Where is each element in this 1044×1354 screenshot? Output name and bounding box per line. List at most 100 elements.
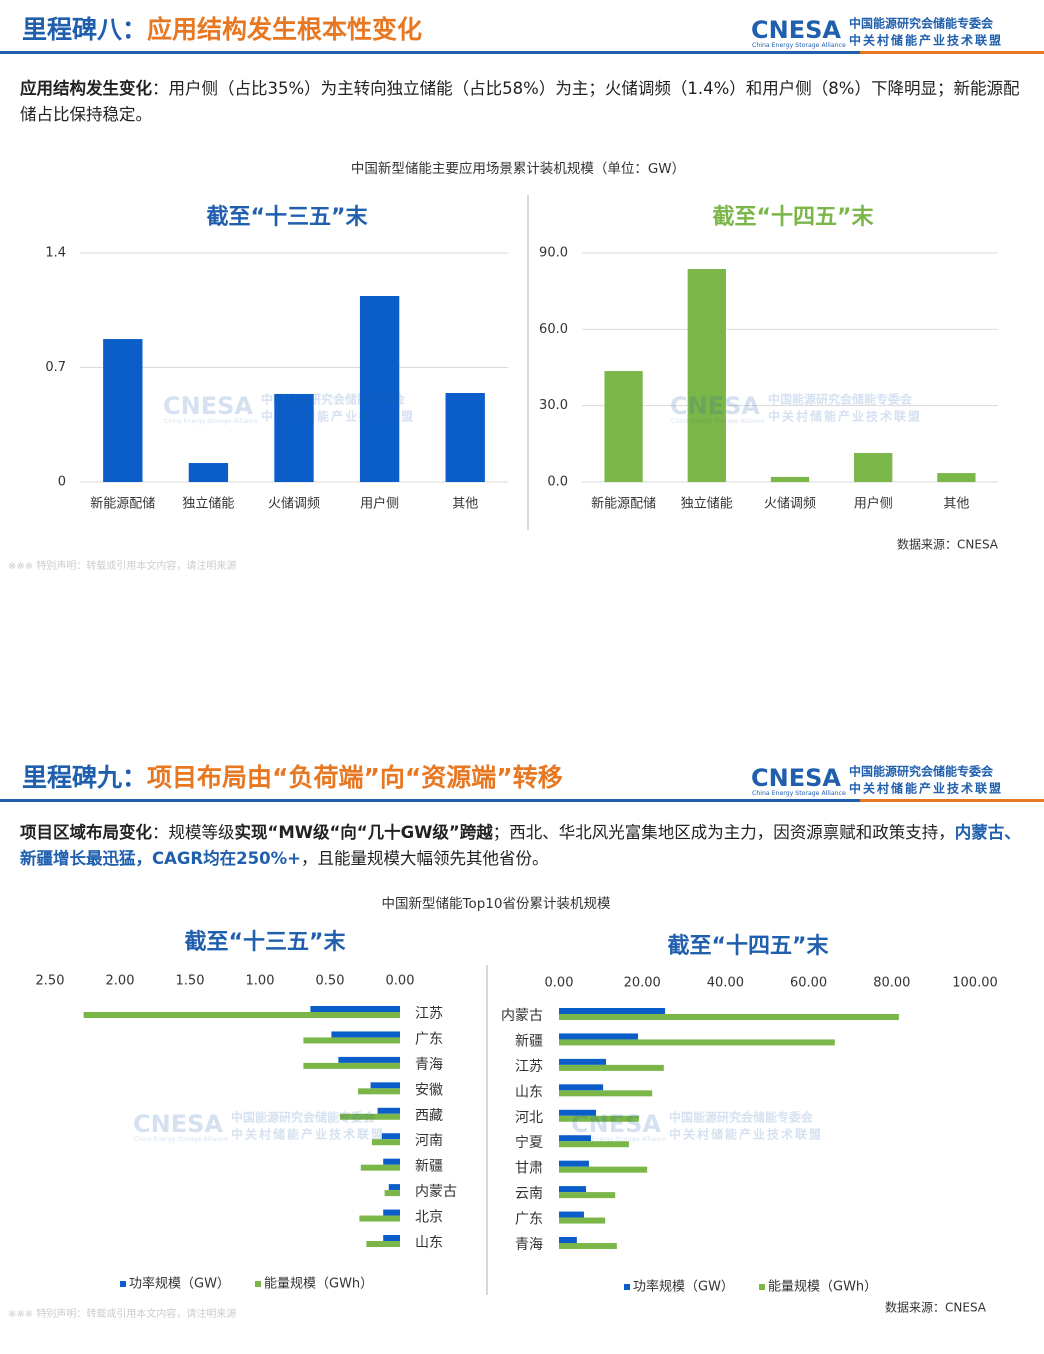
y-tick-label: 30.0 (539, 398, 568, 413)
bar (559, 1135, 592, 1142)
source-note: 数据来源：CNESA (885, 1300, 987, 1315)
x-tick-label: 其他 (452, 497, 478, 512)
bar (384, 1190, 400, 1197)
chart-caption: 中国新型储能Top10省份累计装机规模 (382, 896, 611, 912)
chart-title: 截至“十四五”末 (713, 205, 875, 230)
logo-english: China Energy Storage Alliance (134, 1136, 228, 1143)
x-tick-label: 独立储能 (681, 497, 733, 512)
y-tick-label: 0 (58, 475, 66, 490)
legend-label: 能量规模（GWh） (768, 1280, 877, 1295)
y-tick-label: 山东 (415, 1235, 443, 1251)
logo-line1: 中国能源研究会储能专委会 (849, 16, 994, 31)
y-tick-label: 新疆 (415, 1159, 443, 1175)
slide-title-lead: 里程碑八： (22, 15, 147, 44)
x-tick-label: 其他 (943, 497, 969, 512)
bar (383, 1235, 400, 1241)
bar (559, 1160, 589, 1167)
bar (559, 1243, 617, 1249)
x-tick-label: 20.00 (624, 976, 661, 991)
y-tick-label: 广东 (415, 1031, 443, 1047)
bar (559, 1115, 639, 1122)
x-tick-label: 0.50 (316, 974, 345, 989)
bar (83, 1012, 400, 1018)
chart-title: 截至“十四五”末 (668, 934, 830, 959)
bar (559, 1039, 835, 1046)
x-tick-label: 40.00 (707, 976, 744, 991)
logo-name: CNESA (571, 1110, 661, 1138)
y-tick-label: 江苏 (415, 1006, 443, 1022)
bar (331, 1031, 400, 1038)
bar (339, 1113, 400, 1120)
bar (381, 1133, 400, 1140)
bar (303, 1062, 400, 1069)
y-tick-label: 新疆 (515, 1033, 543, 1049)
logo-name: CNESA (751, 764, 841, 792)
logo-english: China Energy Storage Alliance (572, 1136, 666, 1143)
header-rule-accent (860, 51, 1044, 54)
chart-caption: 中国新型储能主要应用场景累计装机规模（单位：GW） (351, 160, 685, 177)
bar (559, 1166, 648, 1173)
logo-line1: 中国能源研究会储能专委会 (669, 1110, 814, 1125)
y-tick-label: 山东 (515, 1084, 543, 1100)
logo-english: China Energy Storage Alliance (752, 790, 846, 797)
header-rule-accent (860, 799, 1044, 802)
logo-line1: 中国能源研究会储能专委会 (261, 392, 406, 407)
bar (559, 1141, 629, 1148)
logo-line1: 中国能源研究会储能专委会 (849, 764, 994, 779)
x-tick-label: 2.00 (106, 974, 135, 989)
y-tick-label: 宁夏 (515, 1134, 543, 1151)
body-segment: ；西北、华北风光富集地区成为主力，因资源禀赋和政策支持， (492, 823, 955, 842)
x-tick-label: 60.00 (790, 976, 827, 991)
y-tick-label: 广东 (515, 1212, 543, 1228)
y-tick-label: 0.7 (45, 360, 66, 375)
bar (559, 1211, 584, 1218)
source-note: 数据来源：CNESA (897, 537, 999, 552)
bar (366, 1241, 400, 1247)
logo-line1: 中国能源研究会储能专委会 (231, 1110, 376, 1125)
x-tick-label: 0.00 (545, 976, 574, 991)
slide-title-lead: 里程碑九： (22, 763, 147, 792)
bar (310, 1006, 400, 1012)
bar (388, 1184, 400, 1191)
logo-line2: 中关村储能产业技术联盟 (849, 33, 1003, 48)
bar (383, 1158, 400, 1165)
x-tick-label: 80.00 (873, 976, 910, 991)
bar (559, 1014, 899, 1020)
legend-swatch (759, 1284, 765, 1290)
logo-line1: 中国能源研究会储能专委会 (768, 392, 913, 407)
bar (559, 1084, 604, 1091)
x-tick-label: 新能源配储 (591, 496, 656, 512)
bar (559, 1192, 616, 1199)
body-segment: ：规模等级 (152, 823, 235, 842)
legend-swatch (255, 1281, 261, 1287)
bar (377, 1107, 400, 1114)
logo-line2: 中关村储能产业技术联盟 (231, 1127, 385, 1142)
chart-title: 截至“十三五”末 (207, 205, 369, 230)
bar (370, 1082, 400, 1089)
bar (359, 296, 400, 482)
x-tick-label: 用户侧 (854, 496, 893, 512)
y-tick-label: 青海 (515, 1237, 543, 1253)
body-segment: ，且能量规模大幅领先其他省份。 (300, 849, 549, 868)
bar (604, 371, 643, 482)
y-tick-label: 内蒙古 (415, 1184, 457, 1200)
bar (854, 452, 893, 482)
legend-label: 功率规模（GW） (633, 1279, 734, 1295)
header-rule (0, 51, 860, 54)
bar (445, 393, 485, 482)
x-tick-label: 火储调频 (764, 497, 816, 512)
logo-english: China Energy Storage Alliance (164, 418, 258, 425)
bar (274, 393, 314, 482)
bar (559, 1008, 666, 1014)
body-segment: 实现“MW级“向“几十GW级”跨越 (234, 823, 493, 842)
body-segment: 内蒙古、新疆增长最迅猛，CAGR均在250%+ (20, 823, 1021, 868)
bar (383, 1209, 400, 1216)
y-tick-label: 60.0 (539, 322, 568, 337)
bar (559, 1058, 607, 1065)
slide-body: 项目区域布局变化：规模等级实现“MW级“向“几十GW级”跨越；西北、华北风光富集… (20, 820, 1024, 872)
